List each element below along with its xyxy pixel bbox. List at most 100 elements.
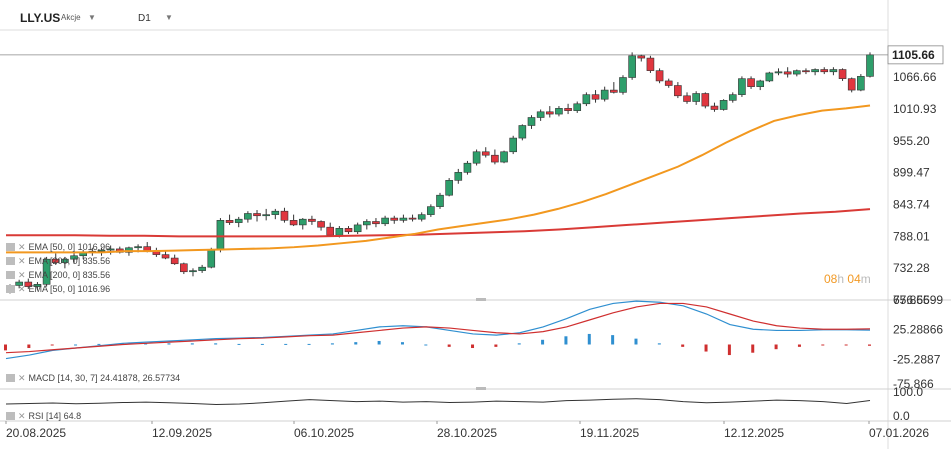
legend-macd[interactable]: ✕ MACD [14, 30, 7] 24.41878, 26.57734 <box>6 373 180 384</box>
macd-histogram-bar <box>657 343 661 345</box>
candle-body <box>610 89 618 93</box>
candle-body <box>628 55 636 78</box>
macd-histogram-bar <box>704 344 708 352</box>
timer-minutes-unit: m <box>860 272 871 286</box>
macd-histogram-bar <box>330 343 334 345</box>
legend-ema50-a[interactable]: ✕ EMA [50, 0] 1016.96 <box>6 242 110 253</box>
candle-body <box>774 71 783 74</box>
candle-body <box>427 206 435 215</box>
pane-resize-handle <box>476 298 486 301</box>
close-icon[interactable]: ✕ <box>18 284 26 294</box>
candle-body <box>820 69 829 73</box>
candle-body <box>527 117 536 126</box>
candle-body <box>253 213 261 217</box>
candle-body <box>637 55 646 59</box>
candle-body <box>619 77 627 93</box>
macd-histogram-bar <box>844 344 848 346</box>
close-icon[interactable]: ✕ <box>18 242 26 252</box>
candle-body <box>793 70 801 75</box>
candle-body <box>738 78 746 95</box>
macd-histogram-bar <box>564 336 568 345</box>
legend-ema200-b[interactable]: ✕ EMA [200, 0] 835.56 <box>6 270 110 281</box>
candle-body <box>664 80 673 86</box>
candle-body <box>710 105 719 110</box>
symbol-title[interactable]: LLY.US <box>20 11 61 25</box>
chevron-down-icon[interactable]: ▼ <box>165 13 173 22</box>
price-tick-label: 843.74 <box>893 197 930 211</box>
macd-histogram-bar <box>541 339 545 345</box>
price-tick-label: 955.20 <box>893 134 930 148</box>
indicator-settings-icon[interactable] <box>6 243 15 251</box>
candle-body <box>472 151 481 164</box>
candle-body <box>125 247 133 253</box>
candle-body <box>445 180 453 196</box>
candle-body <box>564 108 572 111</box>
candle-body <box>289 220 298 226</box>
candle-body <box>399 217 408 221</box>
time-tick-label: 20.08.2025 <box>6 426 66 440</box>
time-tick-label: 12.09.2025 <box>152 426 212 440</box>
candle-body <box>600 89 609 100</box>
candle-body <box>683 95 691 102</box>
rsi-tick-label: 100.0 <box>893 385 923 399</box>
indicator-settings-icon[interactable] <box>6 374 15 382</box>
close-icon[interactable]: ✕ <box>18 270 26 280</box>
timeframe-selector[interactable]: D1 <box>138 13 151 24</box>
candle-body <box>500 151 508 163</box>
close-icon[interactable]: ✕ <box>18 256 26 266</box>
close-icon[interactable]: ✕ <box>18 373 26 383</box>
candle-body <box>536 111 545 118</box>
macd-histogram-bar <box>214 343 218 345</box>
macd-line <box>5 300 871 360</box>
legend-ema50-b[interactable]: ✕ EMA [50, 0] 1016.96 <box>6 284 110 295</box>
macd-histogram-bar <box>377 340 381 345</box>
indicator-settings-icon[interactable] <box>6 285 15 293</box>
pane-resize-handle <box>476 387 486 390</box>
rsi-tick-label: 0.0 <box>893 409 910 423</box>
macd-histogram-bar <box>494 344 498 347</box>
close-icon[interactable]: ✕ <box>18 411 26 421</box>
macd-histogram-bar <box>167 343 171 345</box>
candle-body <box>61 258 69 263</box>
macd-histogram-bar <box>190 343 194 345</box>
indicator-settings-icon[interactable] <box>6 271 15 279</box>
candle-body <box>353 224 362 233</box>
legend-text: MACD [14, 30, 7] 24.41878, 26.57734 <box>28 373 181 383</box>
indicator-settings-icon[interactable] <box>6 257 15 265</box>
macd-histogram-bar <box>237 343 241 345</box>
macd-histogram-bar <box>611 335 615 345</box>
timer-hours-unit: h <box>837 272 845 286</box>
price-tick-label: 1066.66 <box>893 70 937 84</box>
macd-histogram-bar <box>400 342 404 345</box>
price-tick-label: 676.56 <box>893 293 930 307</box>
macd-histogram-bar <box>727 344 731 356</box>
candle-body <box>161 254 170 259</box>
candle-body <box>244 213 252 220</box>
legend-text: RSI [14] 64.8 <box>28 411 82 421</box>
candle-body <box>216 220 225 251</box>
candle-body <box>33 284 42 287</box>
candle-body <box>747 78 755 87</box>
candle-body <box>298 218 307 226</box>
candle-body <box>765 72 774 82</box>
candle-body <box>847 78 856 91</box>
candle-body <box>170 257 179 265</box>
indicator-settings-icon[interactable] <box>6 412 15 420</box>
macd-histogram-bar <box>307 343 311 345</box>
time-tick-label: 06.10.2025 <box>294 426 354 440</box>
macd-histogram-bar <box>774 344 778 350</box>
macd-histogram-bar <box>74 344 78 346</box>
chevron-down-icon[interactable]: ▼ <box>88 13 96 22</box>
candle-body <box>372 221 380 225</box>
candle-body <box>390 217 399 221</box>
instrument-type-label: Akcje <box>61 13 81 22</box>
candle-body <box>363 221 371 226</box>
candle-body <box>811 69 819 73</box>
legend-ema200-a[interactable]: ✕ EMA [200, 0] 835.56 <box>6 256 110 267</box>
candle-body <box>106 248 115 251</box>
legend-rsi[interactable]: ✕ RSI [14] 64.8 <box>6 411 81 422</box>
candle-body <box>545 111 554 115</box>
candle-body <box>271 210 280 215</box>
candle-body <box>802 70 810 73</box>
